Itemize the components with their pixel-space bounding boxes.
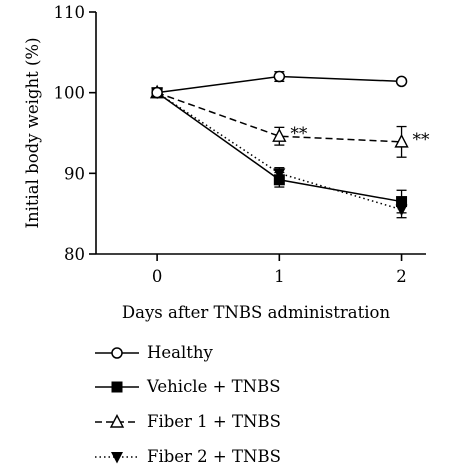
significance-label-fiber-1-tnbs-1: **	[290, 124, 308, 144]
data-point-healthy-0	[151, 86, 163, 99]
legend-marker-healthy	[111, 347, 123, 359]
x-tick-label-2: 2	[396, 267, 407, 286]
legend-item-vehicle-tnbs: Vehicle + TNBS	[93, 375, 423, 399]
series-line-fiber-1-tnbs	[156, 91, 402, 143]
series-healthy	[151, 70, 408, 99]
legend-label-vehicle-tnbs: Vehicle + TNBS	[147, 377, 281, 396]
legend-item-healthy: Healthy	[93, 341, 423, 365]
y-tick-label-110: 110	[54, 3, 86, 22]
x-tick-label-0: 0	[152, 267, 163, 286]
data-point-vehicle-tnbs-1	[273, 174, 285, 186]
series-fiber-1-tnbs: ** **	[149, 84, 431, 158]
legend-item-fiber-1-tnbs: Fiber 1 + TNBS	[93, 410, 423, 434]
data-point-healthy-2	[395, 75, 408, 88]
legend-marker-fiber-2-tnbs	[111, 452, 123, 464]
legend-marker-vehicle-tnbs	[111, 381, 123, 393]
y-tick-label-80: 80	[64, 245, 85, 264]
y-tick-label-100: 100	[54, 84, 86, 103]
x-tick-label-1: 1	[274, 267, 285, 286]
data-point-healthy-1	[273, 70, 286, 83]
y-tick-label-90: 90	[64, 164, 85, 183]
legend-swatch-fiber-2-tnbs	[95, 452, 139, 464]
legend-marker-fiber-1-tnbs	[109, 413, 125, 428]
legend-swatch-fiber-1-tnbs	[95, 413, 139, 428]
legend-label-fiber-2-tnbs: Fiber 2 + TNBS	[147, 447, 281, 466]
legend-label-healthy: Healthy	[147, 343, 213, 362]
x-axis-label: Days after TNBS administration	[122, 303, 391, 322]
legend-swatch-healthy	[95, 347, 139, 359]
axes: 80 90 100 110 0 1 2	[54, 3, 426, 286]
data-point-fiber-1-tnbs-2	[394, 133, 409, 148]
series-layer: ** **	[149, 70, 431, 219]
series-vehicle-tnbs	[151, 87, 408, 214]
data-point-vehicle-tnbs-2	[396, 196, 408, 208]
data-point-fiber-1-tnbs-1	[272, 128, 287, 142]
legend-label-fiber-1-tnbs: Fiber 1 + TNBS	[147, 412, 281, 431]
series-fiber-2-tnbs	[151, 87, 408, 219]
significance-label-fiber-1-tnbs-2: **	[413, 130, 431, 150]
legend-item-fiber-2-tnbs: Fiber 2 + TNBS	[93, 445, 423, 469]
y-axis-label: Initial body weight (%)	[23, 37, 42, 228]
series-line-fiber-2-tnbs	[156, 92, 402, 211]
legend-swatch-vehicle-tnbs	[95, 381, 139, 393]
